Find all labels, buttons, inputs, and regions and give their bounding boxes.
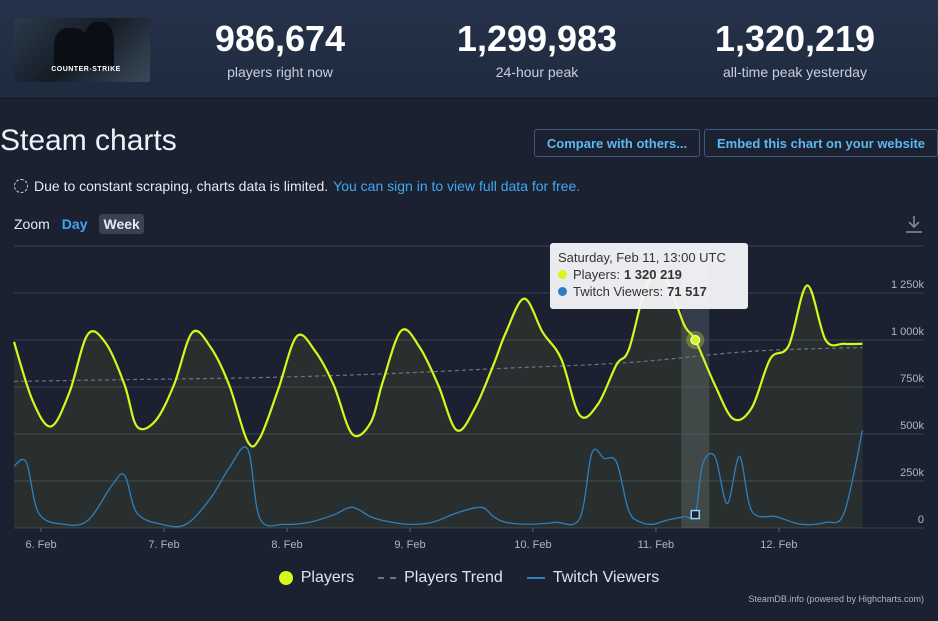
chart-tooltip: Saturday, Feb 11, 13:00 UTC Players: 1 3… [550,243,748,309]
legend-item-players[interactable]: Players [278,569,355,587]
legend-item-twitch[interactable]: Twitch Viewers [526,569,660,587]
tooltip-players-value: 1 320 219 [623,267,682,282]
players-hover-point [690,335,701,345]
x-tick-label: 7. Feb [148,539,179,551]
tooltip-twitch-row: Twitch Viewers: 71 517 [558,284,740,299]
tooltip-players-label: Players: [573,267,620,282]
game-image[interactable]: COUNTER-STRIKE [14,18,150,82]
legend-label: Players Trend [404,569,503,586]
loading-circle-icon [14,179,28,193]
zoom-week-button[interactable]: Week [99,214,144,234]
chart-legend: Players Players Trend Twitch Viewers [0,566,938,590]
trend-legend-icon [378,577,397,579]
tooltip-twitch-value: 71 517 [667,284,707,299]
embed-chart-button[interactable]: Embed this chart on your website [704,129,938,157]
hover-markers [686,331,705,520]
y-axis-labels: 0 250k 500k 750k 1 000k 1 250k [891,279,925,526]
chart-gridlines [14,245,924,529]
legend-label: Twitch Viewers [552,569,660,586]
x-tick-label: 9. Feb [394,539,425,551]
stat-value: 1,299,983 [456,18,618,59]
x-tick-label: 10. Feb [514,539,551,551]
twitch-viewers-line [13,430,864,528]
zoom-label: Zoom [14,216,50,232]
chart-series [12,273,864,528]
stat-24h-peak: 1,299,983 24-hour peak [437,18,637,80]
stat-all-time-peak: 1,320,219 all-time peak yesterday [695,18,895,80]
x-tick-label: 6. Feb [25,539,56,551]
page-title: Steam charts [0,124,177,157]
stat-label: 24-hour peak [495,64,579,80]
chart-credit[interactable]: SteamDB.info (powered by Highcharts.com) [748,594,924,604]
x-tick-label: 12. Feb [760,539,797,551]
player-count-chart[interactable]: 0 250k 500k 750k 1 000k 1 250k 6. Feb 7. Feb 8.… [0,240,938,560]
legend-label: Players [300,569,355,586]
x-tick-label: 8. Feb [271,539,302,551]
notice-text: Due to constant scraping, charts data is… [34,178,329,194]
y-tick-label: 500k [900,420,924,432]
tooltip-title: Saturday, Feb 11, 13:00 UTC [558,250,726,265]
stats-header: COUNTER-STRIKE 986,674 players right now… [0,0,938,99]
y-tick-label: 0 [918,514,924,526]
stat-value: 1,320,219 [714,18,876,59]
x-tick-label: 11. Feb [638,539,675,551]
y-tick-label: 750k [900,373,924,385]
soldier-silhouette [54,28,88,68]
game-logo-text: COUNTER-STRIKE [51,66,121,73]
x-axis-labels: 6. Feb 7. Feb 8. Feb 9. Feb 10. Feb 11. Feb 12… [25,528,798,551]
stat-label: players right now [227,64,333,80]
players-trend-line [13,346,863,382]
tooltip-twitch-label: Twitch Viewers: [573,284,664,299]
stat-value: 986,674 [214,18,346,59]
compare-button[interactable]: Compare with others... [534,129,700,157]
y-tick-label: 1 250k [891,279,925,291]
players-legend-icon [278,571,293,585]
zoom-controls: Zoom Day Week [14,214,144,234]
twitch-legend-icon [526,577,545,579]
stat-current-players: 986,674 players right now [180,18,380,80]
twitch-hover-point [690,509,701,520]
players-line [12,273,863,448]
twitch-dot-icon [558,287,567,296]
legend-item-trend[interactable]: Players Trend [378,569,503,587]
y-tick-label: 1 000k [891,326,925,338]
zoom-day-button[interactable]: Day [61,216,88,232]
players-dot-icon [558,270,567,279]
sign-in-link[interactable]: You can sign in to view full data for fr… [333,178,581,194]
players-area [14,274,863,528]
download-icon[interactable] [904,214,924,234]
soldier-silhouette [84,22,114,70]
tooltip-players-row: Players: 1 320 219 [558,267,740,282]
y-tick-label: 250k [900,467,924,479]
scraping-notice: Due to constant scraping, charts data is… [14,178,580,194]
stat-label: all-time peak yesterday [723,64,867,80]
